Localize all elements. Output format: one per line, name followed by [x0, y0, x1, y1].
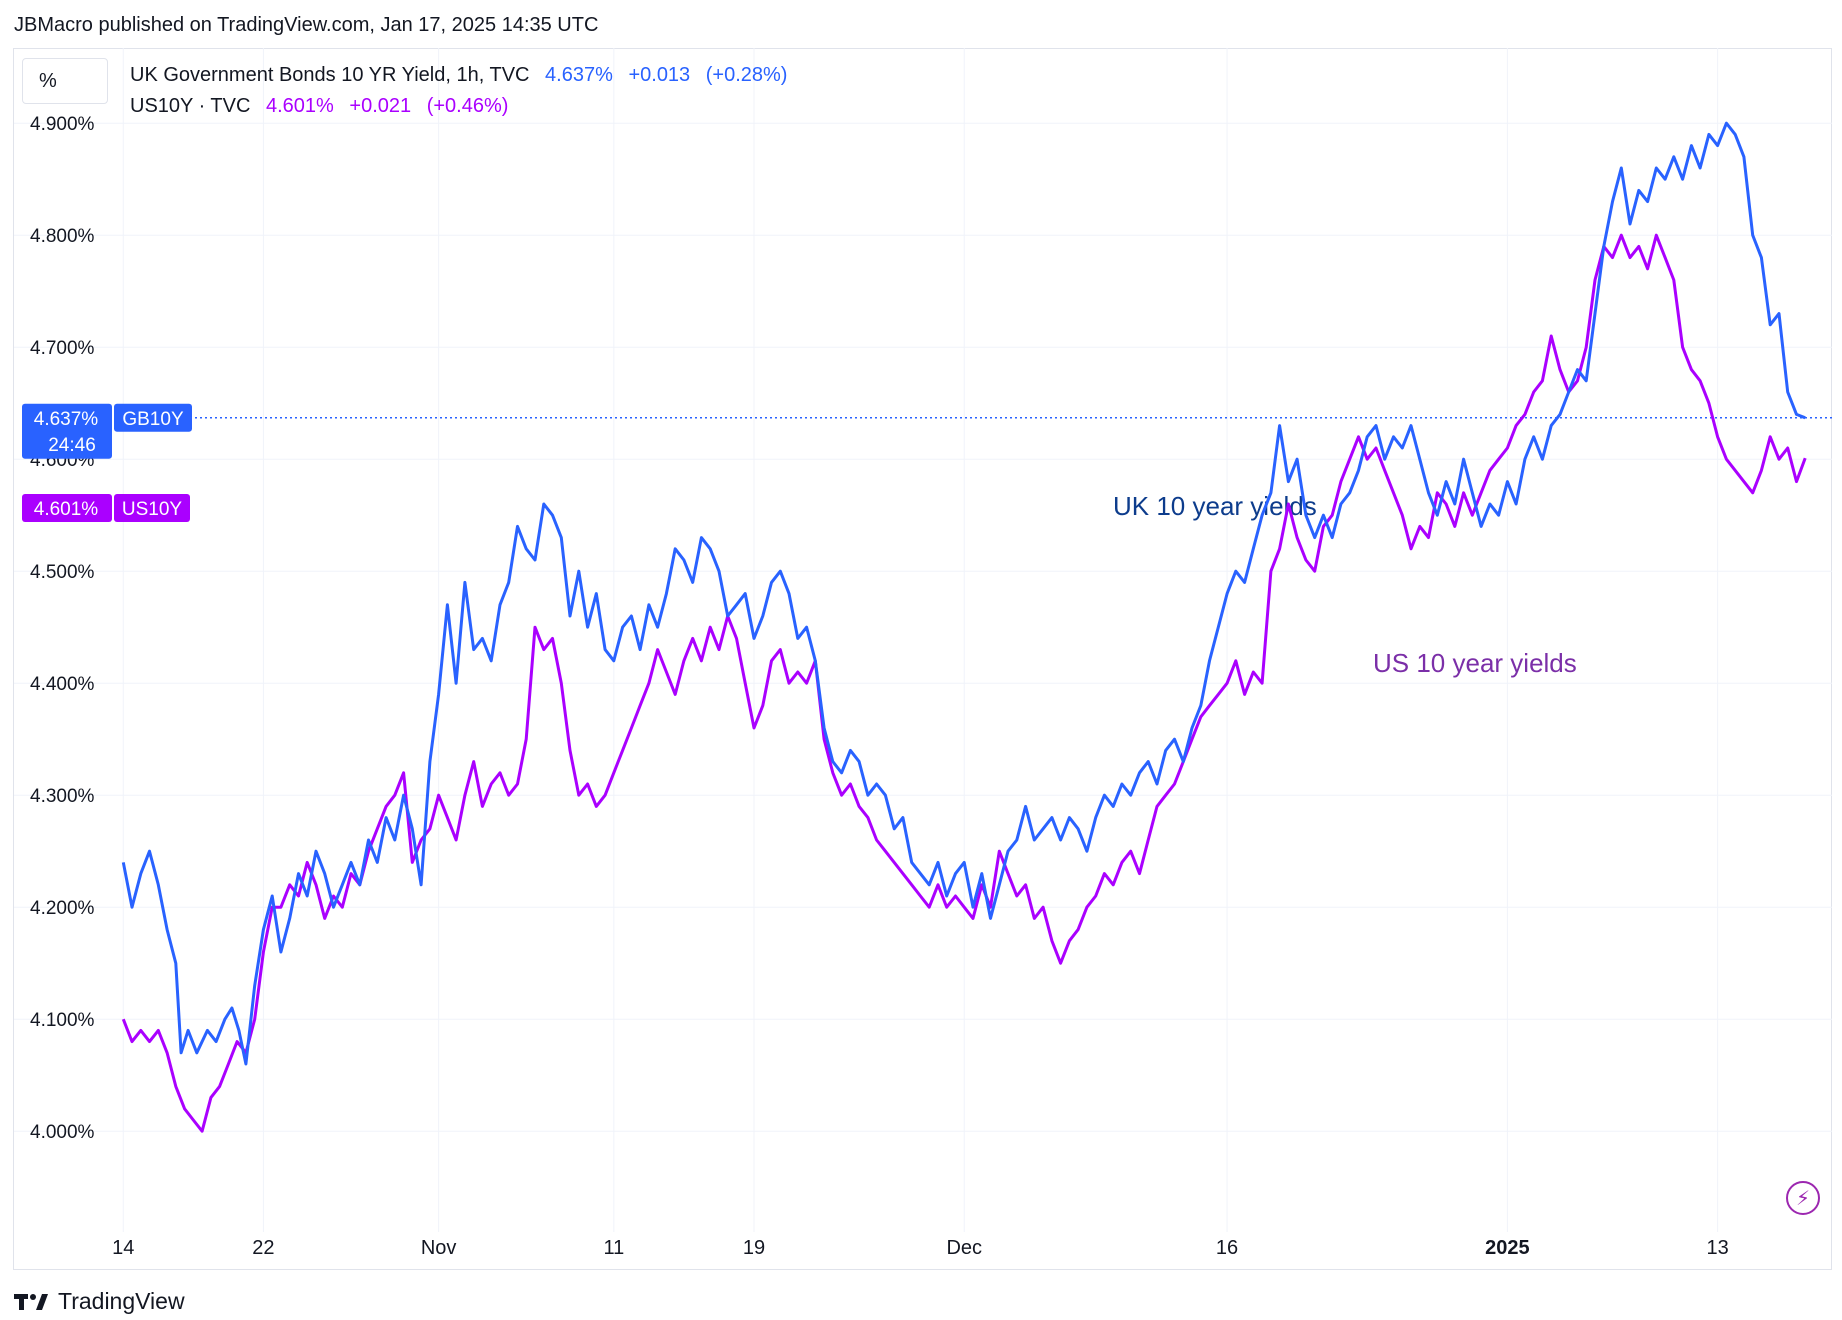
price-tag-us-box	[22, 494, 112, 522]
annotation-us: US 10 year yields	[1373, 648, 1577, 678]
price-tag-layer: 4.637% 24:46 GB10Y 4.601% US10Y	[22, 403, 192, 522]
publisher-caption: JBMacro published on TradingView.com, Ja…	[14, 14, 599, 36]
y-tick-label: 4.500%	[30, 562, 95, 583]
y-tick-label: 4.200%	[30, 898, 95, 919]
x-tick-label: 22	[252, 1237, 274, 1259]
legend-uk[interactable]: UK Government Bonds 10 YR Yield, 1h, TVC…	[130, 64, 797, 87]
x-tick-label: 19	[743, 1237, 765, 1259]
y-tick-label: 4.100%	[30, 1010, 95, 1031]
x-tick-label: 2025	[1485, 1237, 1530, 1259]
x-tick-label: Nov	[421, 1237, 457, 1259]
price-tag-uk-countdown: 24:46	[48, 435, 96, 456]
x-tick-label: 14	[112, 1237, 134, 1259]
brand-name: TradingView	[58, 1288, 185, 1314]
legend-us-change-pct: (+0.46%)	[426, 95, 509, 117]
legend-uk-value: 4.637%	[545, 64, 613, 86]
price-tag-us-value: 4.601%	[34, 499, 99, 520]
legend-uk-title: UK Government Bonds 10 YR Yield, 1h, TVC	[130, 64, 530, 86]
legend-us-change: +0.021	[349, 95, 412, 117]
price-tag-us-ticker: US10Y	[122, 499, 183, 520]
x-tick-label: 11	[603, 1237, 624, 1259]
y-tick-label: 4.800%	[30, 226, 95, 247]
price-tag-uk-box	[22, 403, 112, 459]
y-tick-label: 4.700%	[30, 338, 95, 359]
chart-frame	[13, 48, 1832, 1270]
axis-layer: 4.000% 4.100% 4.200% 4.300% 4.400% 4.500% 4.60…	[30, 114, 1729, 1259]
legend-us[interactable]: US10Y · TVC 4.601% +0.021 (+0.46%)	[130, 95, 518, 118]
y-tick-label: 4.400%	[30, 674, 95, 695]
scale-mode-button[interactable]: %	[22, 58, 108, 104]
x-tick-label: 13	[1707, 1237, 1729, 1259]
price-tag-uk-value: 4.637%	[34, 409, 99, 430]
lightning-icon[interactable]: ⚡	[1786, 1181, 1820, 1215]
price-tag-us-ticker-box	[114, 494, 190, 522]
legend-us-value: 4.601%	[265, 95, 334, 117]
series-line-us10y	[121, 233, 1807, 1133]
tradingview-brand[interactable]: TradingView	[14, 1288, 185, 1315]
x-tick-label: Dec	[946, 1237, 982, 1259]
price-tag-uk-ticker: GB10Y	[122, 409, 184, 430]
series-layer	[121, 121, 1807, 1133]
price-tag-uk-ticker-box	[114, 403, 192, 432]
tradingview-logo-icon	[14, 1293, 48, 1310]
legend-uk-change-pct: (+0.28%)	[705, 64, 788, 86]
grid-layer	[14, 48, 1832, 1232]
series-line-gb10y	[121, 121, 1806, 1066]
legend-uk-change: +0.013	[628, 64, 691, 86]
y-tick-label: 4.900%	[30, 114, 95, 135]
annotation-uk: UK 10 year yields	[1113, 491, 1317, 521]
legend-us-title: US10Y · TVC	[130, 95, 251, 117]
y-tick-label: 4.000%	[30, 1122, 95, 1143]
y-tick-label: 4.300%	[30, 786, 95, 807]
x-tick-label: 16	[1216, 1237, 1238, 1259]
